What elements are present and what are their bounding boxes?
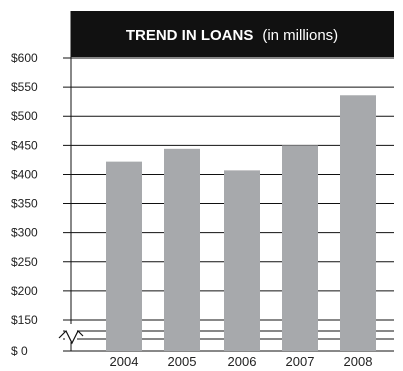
y-tick-label: $400: [11, 167, 38, 181]
bar-2006: [224, 170, 260, 351]
chart-title-sub: (in millions): [262, 27, 338, 44]
x-tick-label: 2005: [168, 354, 197, 369]
axis-break-zigzag: [58, 329, 84, 345]
y-axis-labels: $600 $550 $500 $450 $400 $350 $300 $250 $200 $150…: [11, 51, 38, 358]
x-axis-labels: 2004 2005 2006 2007 2008: [110, 354, 373, 369]
y-tick-label: $500: [11, 109, 38, 123]
x-tick-label: 2004: [110, 354, 139, 369]
x-tick-label: 2007: [286, 354, 315, 369]
y-tick-label: $150: [11, 313, 38, 327]
bars: [106, 95, 376, 351]
y-tick-label: $600: [11, 51, 38, 65]
y-tick-label: $200: [11, 284, 38, 298]
y-tick-label: $350: [11, 197, 38, 211]
chart-title: TREND IN LOANS (in millions): [126, 27, 338, 44]
y-tick-label: $300: [11, 226, 38, 240]
bar-2005: [164, 148, 200, 351]
y-tick-label: $450: [11, 138, 38, 152]
y-tick-label: $ 0: [11, 344, 28, 358]
bar-2008: [340, 95, 376, 351]
title-band: [71, 11, 394, 57]
y-tick-label: $550: [11, 80, 38, 94]
x-tick-label: 2008: [344, 354, 373, 369]
chart-title-main: TREND IN LOANS: [126, 27, 254, 44]
break-mask: [65, 324, 77, 342]
y-tick-label: $250: [11, 255, 38, 269]
bar-2004: [106, 161, 142, 351]
x-tick-label: 2006: [228, 354, 257, 369]
bar-2007: [282, 145, 318, 351]
axis-break: [58, 324, 84, 345]
